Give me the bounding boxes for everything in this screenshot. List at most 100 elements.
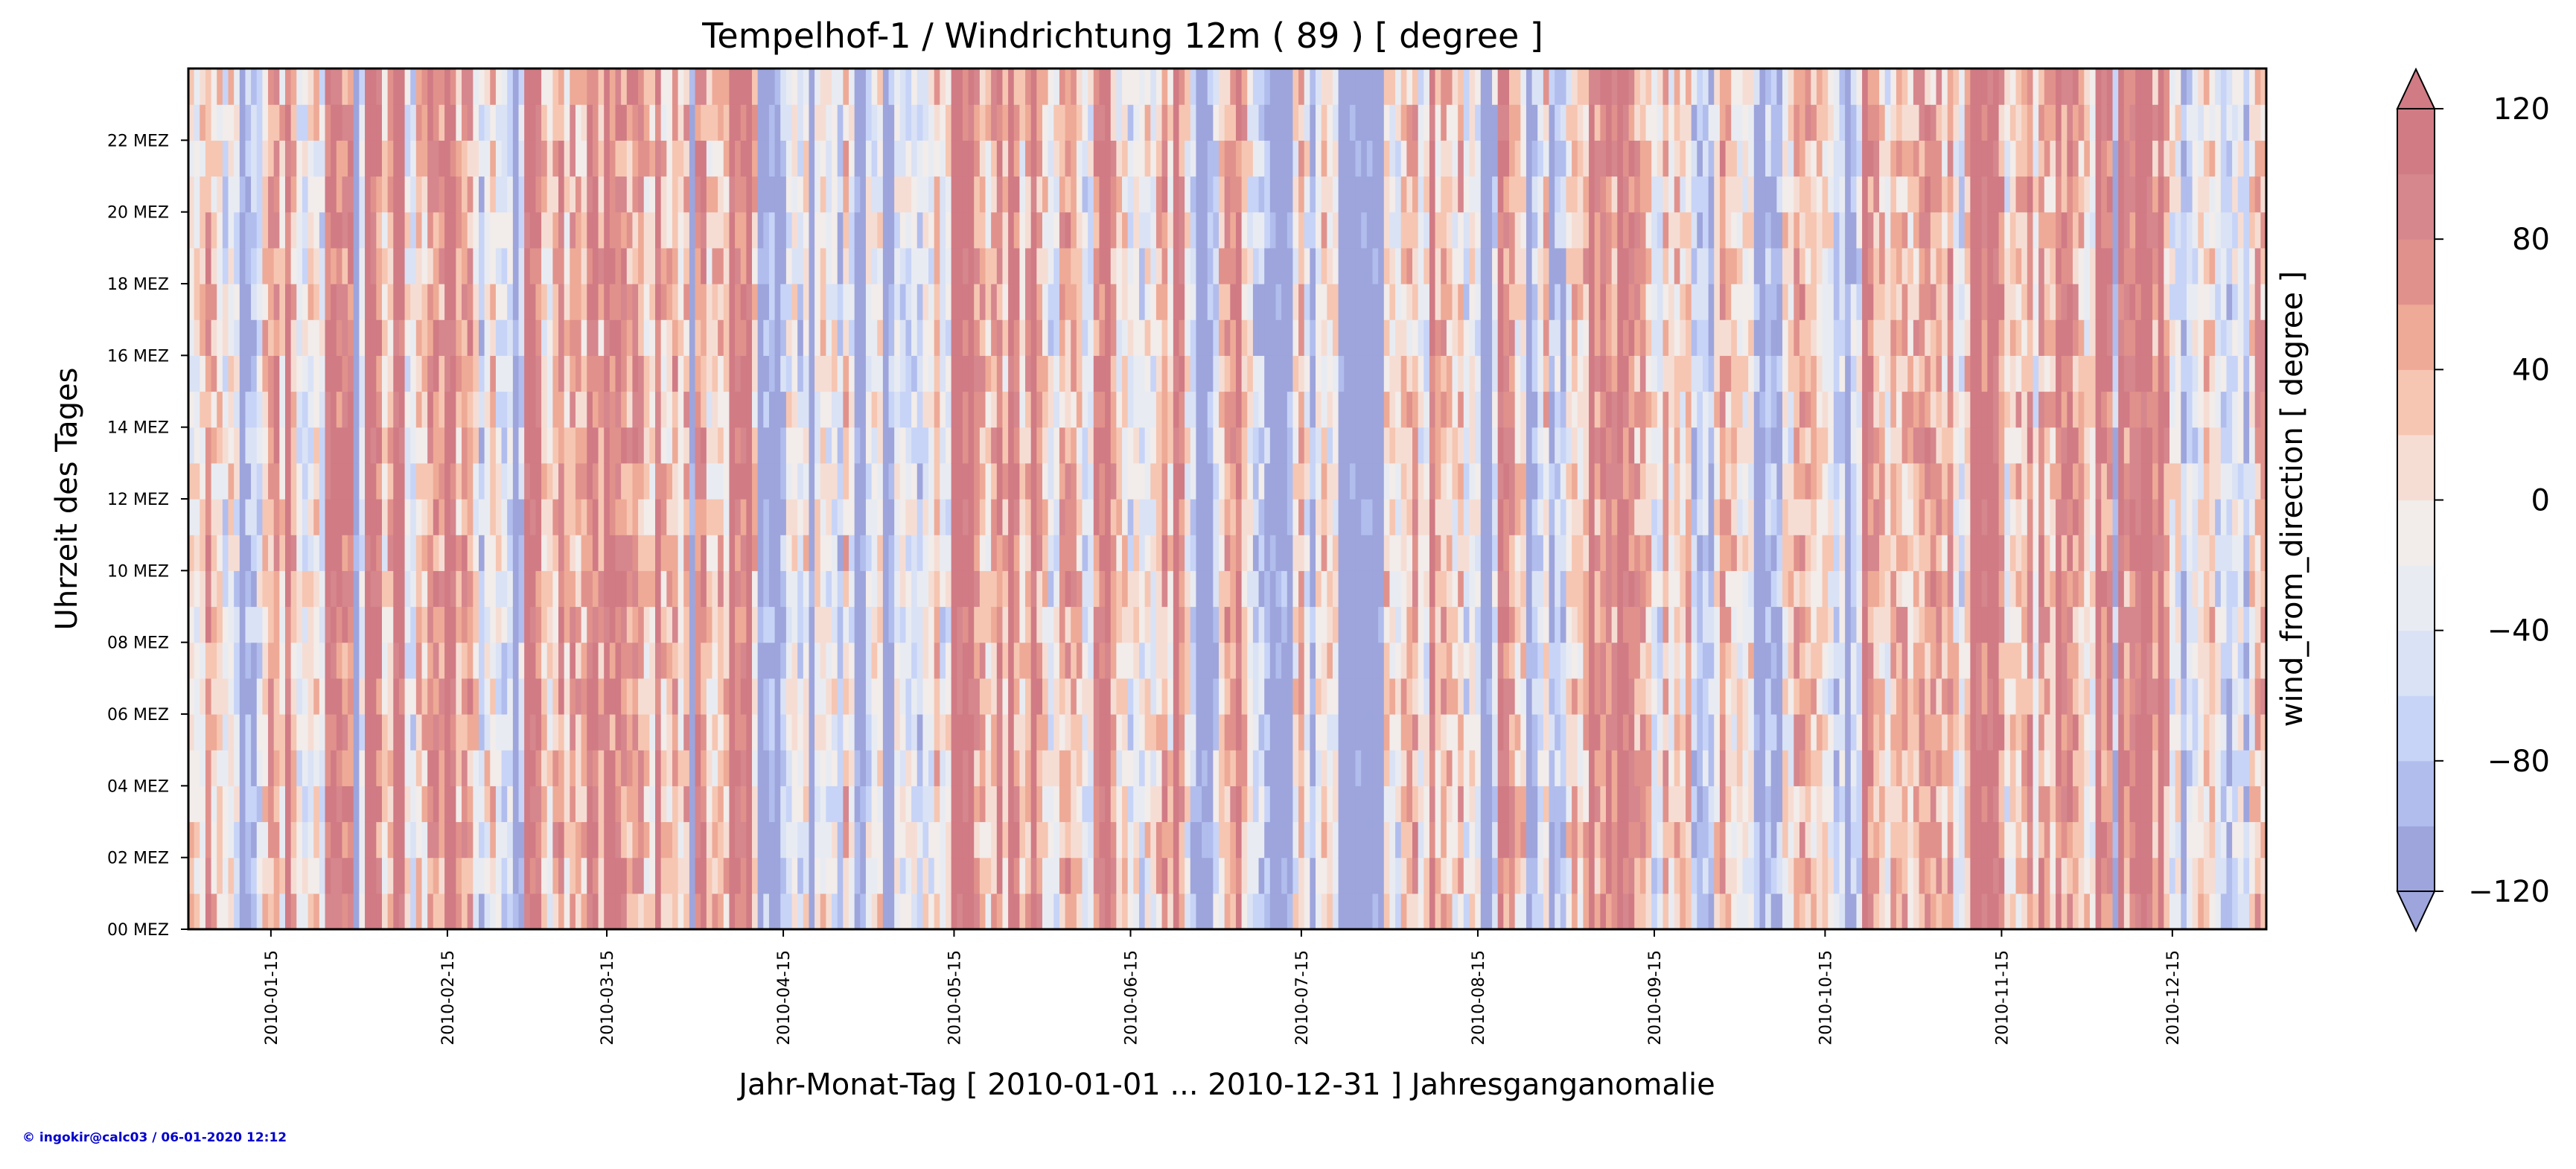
heatmap-cell xyxy=(1196,786,1202,823)
heatmap-cell xyxy=(899,893,907,930)
heatmap-cell xyxy=(832,857,838,894)
heatmap-cell xyxy=(894,750,901,786)
heatmap-cell xyxy=(1207,678,1214,715)
heatmap-cell xyxy=(342,355,348,392)
heatmap-cell xyxy=(1219,176,1225,213)
heatmap-cell xyxy=(188,69,195,105)
heatmap-cell xyxy=(1219,211,1225,249)
heatmap-cell xyxy=(598,893,605,930)
heatmap-cell xyxy=(433,893,440,930)
heatmap-cell xyxy=(1025,857,1032,894)
heatmap-cell xyxy=(1110,606,1117,643)
heatmap-cell xyxy=(342,211,348,249)
heatmap-cell xyxy=(1275,678,1282,715)
heatmap-cell xyxy=(1292,211,1299,249)
heatmap-cell xyxy=(410,176,417,213)
heatmap-cell xyxy=(609,462,616,500)
heatmap-cell xyxy=(1122,247,1129,284)
heatmap-cell xyxy=(1105,355,1112,392)
heatmap-cell xyxy=(712,284,718,320)
heatmap-cell xyxy=(837,211,844,249)
heatmap-cell xyxy=(1105,857,1112,894)
heatmap-cell xyxy=(467,319,474,356)
heatmap-cell xyxy=(729,69,736,105)
heatmap-cell xyxy=(433,211,440,249)
heatmap-cell xyxy=(1019,69,1026,105)
heatmap-cell xyxy=(370,606,377,643)
heatmap-cell xyxy=(820,391,827,428)
heatmap-cell xyxy=(985,355,992,392)
heatmap-cell xyxy=(507,893,514,930)
heatmap-cell xyxy=(541,714,548,751)
heatmap-cell xyxy=(615,140,622,177)
heatmap-cell xyxy=(991,427,998,464)
heatmap-cell xyxy=(1275,535,1282,571)
heatmap-cell xyxy=(251,176,258,213)
heatmap-cell xyxy=(381,750,389,786)
heatmap-cell xyxy=(245,427,252,464)
heatmap-cell xyxy=(1093,284,1100,320)
heatmap-cell xyxy=(814,570,821,608)
heatmap-cell xyxy=(1361,247,1368,284)
heatmap-cell xyxy=(1019,750,1026,786)
heatmap-cell xyxy=(1332,893,1339,930)
heatmap-cell xyxy=(490,427,497,464)
heatmap-cell xyxy=(791,104,798,141)
heatmap-cell xyxy=(740,69,747,105)
heatmap-cell xyxy=(1338,211,1345,249)
heatmap-cell xyxy=(342,284,348,320)
heatmap-cell xyxy=(649,140,656,177)
heatmap-cell xyxy=(1030,69,1037,105)
heatmap-cell xyxy=(689,750,696,786)
heatmap-cell xyxy=(1122,391,1129,428)
heatmap-cell xyxy=(849,104,855,141)
heatmap-cell xyxy=(1202,427,1208,464)
heatmap-cell xyxy=(444,857,451,894)
heatmap-cell xyxy=(729,678,736,715)
heatmap-cell xyxy=(905,355,912,392)
heatmap-cell xyxy=(974,678,981,715)
heatmap-cell xyxy=(666,284,673,320)
heatmap-cell xyxy=(899,427,907,464)
heatmap-cell xyxy=(916,140,924,177)
heatmap-cell xyxy=(746,821,753,859)
heatmap-cell xyxy=(621,284,628,320)
heatmap-cell xyxy=(1155,140,1163,177)
heatmap-cell xyxy=(985,570,992,608)
heatmap-cell xyxy=(643,642,650,679)
heatmap-cell xyxy=(1338,750,1345,786)
heatmap-cell xyxy=(342,319,348,356)
heatmap-cell xyxy=(609,678,616,715)
heatmap-cell xyxy=(211,176,217,213)
heatmap-cell xyxy=(205,140,212,177)
heatmap-cell xyxy=(490,750,497,786)
heatmap-cell xyxy=(1304,211,1310,249)
heatmap-cell xyxy=(1002,462,1009,500)
heatmap-cell xyxy=(729,104,736,141)
heatmap-cell xyxy=(535,821,542,859)
heatmap-cell xyxy=(1287,714,1294,751)
heatmap-cell xyxy=(415,714,423,751)
heatmap-cell xyxy=(643,211,650,249)
heatmap-cell xyxy=(746,391,753,428)
heatmap-cell xyxy=(757,247,764,284)
heatmap-cell xyxy=(877,857,884,894)
heatmap-cell xyxy=(951,140,957,177)
heatmap-cell xyxy=(1304,319,1310,356)
heatmap-cell xyxy=(319,642,326,679)
heatmap-cell xyxy=(803,427,810,464)
heatmap-cell xyxy=(359,176,366,213)
heatmap-cell xyxy=(552,821,559,859)
heatmap-cell xyxy=(296,391,303,428)
heatmap-cell xyxy=(854,69,861,105)
heatmap-cell xyxy=(1002,140,1009,177)
heatmap-cell xyxy=(832,678,838,715)
heatmap-cell xyxy=(570,427,576,464)
heatmap-cell xyxy=(1366,821,1374,859)
heatmap-cell xyxy=(1327,786,1333,823)
heatmap-cell xyxy=(558,678,565,715)
heatmap-cell xyxy=(683,570,690,608)
heatmap-cell xyxy=(940,499,946,535)
heatmap-cell xyxy=(1281,69,1288,105)
heatmap-cell xyxy=(427,499,434,535)
